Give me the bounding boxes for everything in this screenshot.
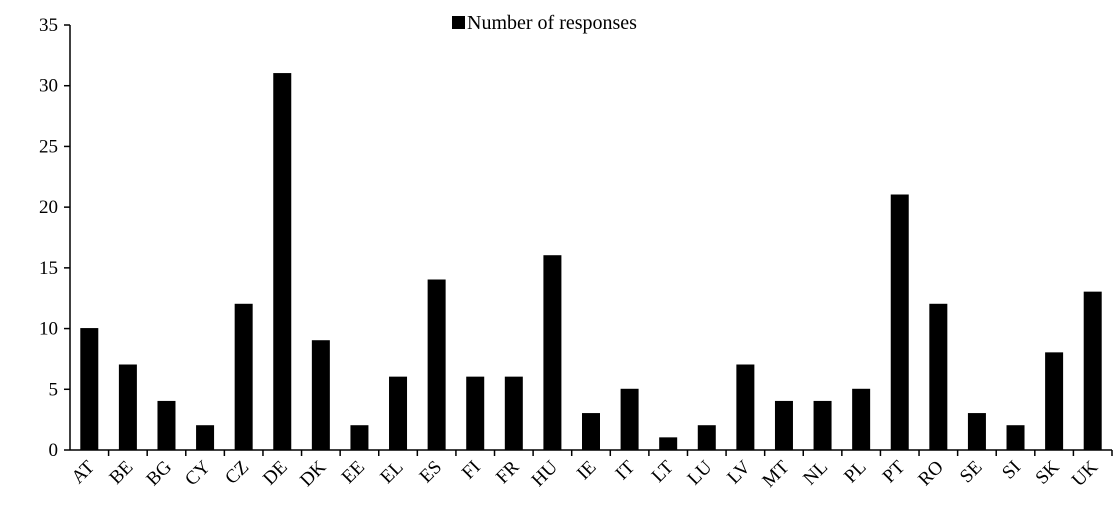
bar-lv <box>736 364 755 451</box>
x-tick-label: AT <box>68 456 100 488</box>
x-tick-label: CY <box>181 456 215 490</box>
bar-mt <box>774 400 793 451</box>
y-tick-label: 0 <box>49 440 59 461</box>
x-axis: AT BE BG CY CZ DE DK EE EL ES FI FR HU IE IT LT LU LV MT NL… <box>68 449 1113 492</box>
bar-pt <box>890 194 909 451</box>
x-tick-label: PT <box>879 456 910 487</box>
bar-fr <box>504 376 523 451</box>
x-tick-label: CZ <box>221 457 253 489</box>
x-tick-label: FR <box>492 456 524 488</box>
bar-be <box>118 364 137 451</box>
x-tick-label: EL <box>376 457 407 488</box>
y-tick-label: 30 <box>39 76 58 97</box>
bar-lt <box>659 437 678 451</box>
bar-it <box>620 388 639 451</box>
bar-cz <box>234 303 253 451</box>
bar-si <box>1006 425 1025 451</box>
legend-swatch <box>452 16 465 29</box>
x-tick-label: RO <box>914 457 948 491</box>
y-tick-label: 15 <box>39 258 58 279</box>
legend-label: Number of responses <box>467 12 637 34</box>
bar-se <box>967 413 986 451</box>
bar-el <box>389 376 408 451</box>
bar-dk <box>311 340 330 451</box>
bars <box>80 73 1102 451</box>
bar-bg <box>157 400 176 451</box>
bar-es <box>427 279 446 451</box>
x-tick-label: IT <box>612 456 640 484</box>
bar-de <box>273 73 292 451</box>
x-tick-label: ES <box>416 457 447 488</box>
x-tick-label: BG <box>142 456 176 490</box>
x-tick-label: BE <box>105 457 137 489</box>
bar-fi <box>466 376 485 451</box>
legend: Number of responses <box>452 12 637 34</box>
x-tick-label: LV <box>723 456 755 488</box>
x-tick-label: DK <box>296 456 330 490</box>
bar-nl <box>813 400 832 451</box>
bar-at <box>80 328 99 451</box>
x-tick-label: EE <box>338 457 369 488</box>
y-tick-label: 10 <box>39 319 58 340</box>
y-tick-label: 25 <box>39 136 58 157</box>
x-tick-label: DE <box>259 457 292 490</box>
bar-hu <box>543 255 562 451</box>
x-tick-label: HU <box>528 456 562 490</box>
x-tick-label: SK <box>1032 456 1064 488</box>
bar-pl <box>852 388 871 451</box>
bar-ie <box>582 413 600 451</box>
x-tick-label: UK <box>1068 456 1102 490</box>
x-tick-label: LU <box>684 456 717 489</box>
x-tick-label: FI <box>458 457 485 484</box>
bar-cy <box>196 425 215 451</box>
y-tick-label: 5 <box>49 379 59 400</box>
x-tick-label: NL <box>799 457 832 490</box>
bar-lu <box>697 425 716 451</box>
y-axis: 0 5 10 15 20 25 30 35 <box>39 15 71 461</box>
bar-sk <box>1045 352 1064 451</box>
bar-ee <box>350 425 369 451</box>
x-tick-label: SI <box>998 457 1025 484</box>
x-tick-label: SE <box>956 457 987 488</box>
x-tick-label: IE <box>573 457 601 485</box>
x-tick-label: PL <box>840 457 871 488</box>
y-tick-label: 35 <box>39 15 58 36</box>
x-tick-label: LT <box>648 456 678 486</box>
x-tick-label: MT <box>758 456 793 491</box>
bar-uk <box>1083 291 1102 451</box>
y-tick-label: 20 <box>39 197 58 218</box>
bar-ro <box>929 303 948 451</box>
